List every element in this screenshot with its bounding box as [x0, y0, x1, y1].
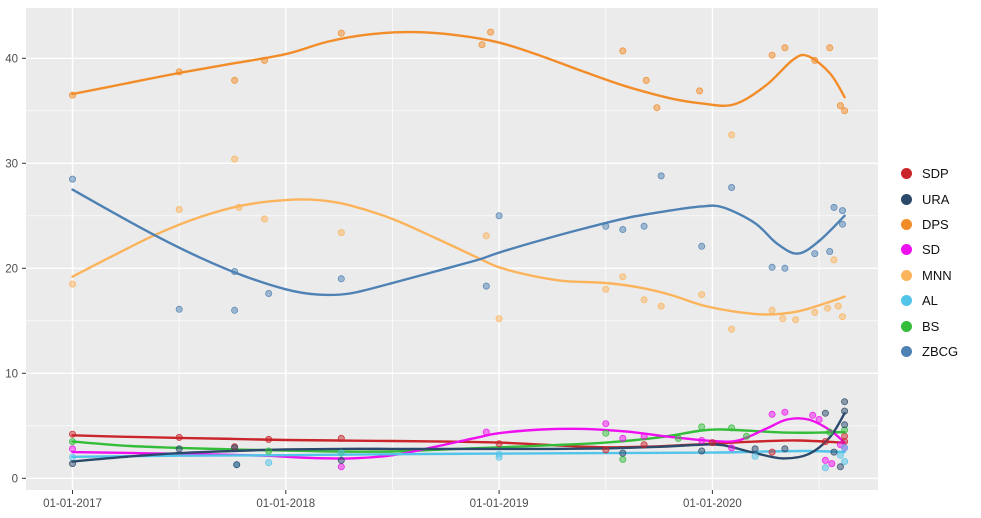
axis-tick-marks	[22, 57, 713, 494]
gridlines-major	[26, 8, 878, 490]
y-tick-label: 40	[5, 53, 18, 65]
trend-line-BS	[71, 428, 846, 453]
legend-label: SDP	[922, 166, 949, 182]
y-axis-tick-labels: 0 10 20 30 40	[5, 53, 18, 485]
legend-item-SDP: SDP	[901, 161, 958, 186]
legend-item-SD: SD	[901, 237, 958, 262]
legend-color-dot-icon	[901, 345, 912, 357]
scatter-points-ZBCG	[69, 172, 847, 314]
legend-color-dot-icon	[901, 320, 912, 332]
trend-line-MNN	[71, 198, 846, 316]
x-axis-tick-labels: 01-01-2017 01-01-2018 01-01-2019 01-01-2020	[43, 498, 742, 510]
y-tick-label: 30	[5, 158, 18, 170]
legend-color-dot-icon	[901, 269, 912, 281]
x-tick-label: 01-01-2019	[470, 498, 529, 510]
x-tick-label: 01-01-2017	[43, 498, 102, 510]
legend-item-URA: URA	[901, 186, 958, 211]
legend-item-AL: AL	[901, 288, 958, 313]
legend-label: ZBCG	[922, 343, 959, 359]
trend-line-SDP	[71, 434, 846, 449]
scatter-points-SD	[69, 408, 849, 471]
y-tick-label: 20	[5, 263, 18, 275]
legend-color-dot-icon	[901, 295, 912, 307]
legend-item-BS: BS	[901, 313, 958, 338]
legend-color-dot-icon	[901, 193, 912, 205]
trend-line-ZBCG	[71, 188, 846, 297]
legend-item-DPS: DPS	[901, 212, 958, 237]
plot-panel	[26, 8, 878, 490]
scatter-points-URA	[69, 398, 849, 471]
legend-label: MNN	[922, 267, 952, 283]
legend-label: SD	[922, 242, 941, 258]
scatter-points-DPS	[69, 28, 849, 115]
legend-item-ZBCG: ZBCG	[901, 339, 958, 364]
scatter-points-AL	[69, 444, 849, 472]
legend: SDP URA DPS SD MNN AL BS ZBCG	[901, 161, 958, 364]
scatter-points-MNN	[69, 131, 847, 333]
legend-color-dot-icon	[901, 244, 912, 256]
legend-color-dot-icon	[901, 168, 912, 180]
legend-label: BS	[922, 318, 940, 334]
x-tick-label: 01-01-2020	[683, 498, 742, 510]
y-tick-label: 0	[12, 473, 18, 485]
legend-item-MNN: MNN	[901, 263, 958, 288]
legend-color-dot-icon	[901, 218, 912, 230]
x-tick-label: 01-01-2018	[256, 498, 315, 510]
gridlines-minor	[26, 8, 878, 490]
trend-line-URA	[71, 412, 846, 463]
legend-label: URA	[922, 191, 950, 207]
legend-label: AL	[922, 293, 938, 309]
trend-line-DPS	[71, 30, 846, 107]
legend-label: DPS	[922, 216, 949, 232]
y-tick-label: 10	[5, 368, 18, 380]
